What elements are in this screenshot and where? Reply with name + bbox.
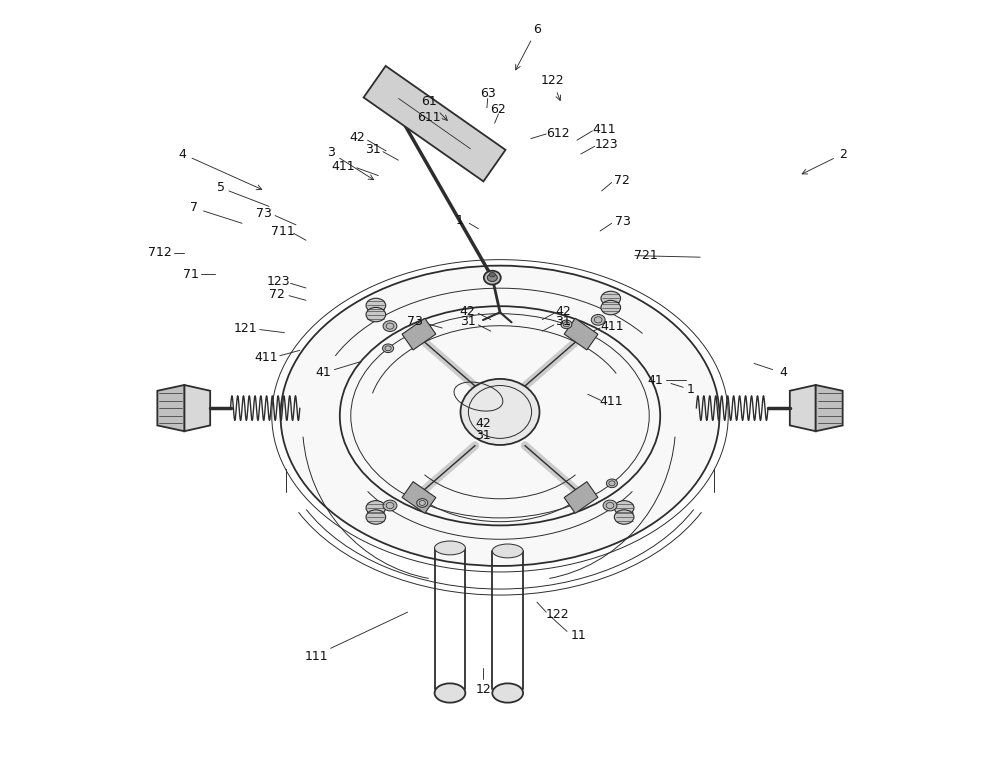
Ellipse shape — [492, 684, 523, 702]
Ellipse shape — [383, 320, 397, 331]
Ellipse shape — [435, 541, 465, 555]
Ellipse shape — [383, 344, 394, 353]
Text: 122: 122 — [541, 75, 564, 100]
Text: 72: 72 — [614, 175, 630, 187]
Text: 712: 712 — [148, 246, 172, 259]
Text: 123: 123 — [266, 276, 290, 288]
Text: 4: 4 — [779, 367, 787, 379]
Text: 122: 122 — [546, 608, 570, 621]
Text: 73: 73 — [407, 316, 423, 328]
Ellipse shape — [603, 500, 617, 511]
Text: 42: 42 — [475, 417, 491, 430]
Text: 72: 72 — [269, 288, 285, 300]
Text: 411: 411 — [254, 351, 278, 363]
Text: 612: 612 — [546, 128, 570, 140]
Text: 411: 411 — [600, 396, 623, 408]
Ellipse shape — [484, 271, 501, 285]
Polygon shape — [564, 482, 598, 514]
Text: 42: 42 — [350, 131, 365, 143]
Text: 73: 73 — [256, 207, 272, 219]
Text: 2: 2 — [802, 148, 847, 174]
Ellipse shape — [366, 500, 386, 515]
Text: 62: 62 — [491, 103, 506, 116]
Ellipse shape — [601, 300, 621, 315]
Text: 42: 42 — [555, 305, 571, 317]
Text: 5: 5 — [217, 181, 225, 193]
Text: 41: 41 — [315, 367, 331, 379]
Ellipse shape — [460, 379, 540, 445]
Text: 611: 611 — [417, 111, 441, 123]
Text: 1: 1 — [456, 214, 464, 226]
Ellipse shape — [614, 500, 634, 515]
Text: 1: 1 — [687, 383, 695, 396]
Text: 711: 711 — [271, 225, 295, 237]
Ellipse shape — [435, 684, 465, 702]
Text: 411: 411 — [331, 160, 355, 172]
Text: 7: 7 — [190, 202, 198, 214]
Text: 3: 3 — [327, 146, 374, 179]
Polygon shape — [816, 385, 843, 431]
Text: 31: 31 — [460, 316, 476, 328]
Text: 61: 61 — [421, 95, 447, 120]
Polygon shape — [790, 385, 816, 431]
Ellipse shape — [487, 274, 497, 282]
Text: 121: 121 — [234, 322, 258, 334]
Text: 111: 111 — [305, 650, 329, 662]
Text: 123: 123 — [594, 139, 618, 151]
Ellipse shape — [366, 298, 386, 313]
Text: 63: 63 — [480, 88, 496, 100]
Ellipse shape — [614, 510, 634, 524]
Ellipse shape — [601, 291, 621, 306]
Text: 4: 4 — [179, 148, 262, 189]
Polygon shape — [157, 385, 184, 431]
Text: 411: 411 — [601, 320, 624, 333]
Polygon shape — [564, 318, 598, 350]
Polygon shape — [364, 66, 506, 182]
Polygon shape — [402, 318, 436, 350]
Text: 71: 71 — [183, 268, 198, 280]
Text: 41: 41 — [648, 374, 663, 387]
Ellipse shape — [606, 479, 617, 487]
Text: 73: 73 — [615, 216, 631, 228]
Polygon shape — [184, 385, 210, 431]
Ellipse shape — [561, 320, 572, 329]
Text: 411: 411 — [592, 123, 616, 136]
Text: 6: 6 — [516, 23, 541, 70]
Ellipse shape — [492, 544, 523, 558]
Ellipse shape — [366, 510, 386, 524]
Polygon shape — [402, 482, 436, 514]
Text: 11: 11 — [571, 629, 586, 641]
Ellipse shape — [591, 314, 605, 325]
Text: 31: 31 — [555, 316, 571, 328]
Ellipse shape — [366, 307, 386, 322]
Ellipse shape — [417, 499, 428, 507]
Text: 31: 31 — [475, 430, 491, 442]
Text: 12: 12 — [475, 683, 491, 695]
Ellipse shape — [489, 273, 495, 277]
Ellipse shape — [383, 500, 397, 511]
Ellipse shape — [281, 266, 719, 566]
Text: 42: 42 — [460, 305, 476, 317]
Text: 721: 721 — [634, 249, 658, 262]
Text: 31: 31 — [365, 143, 381, 156]
